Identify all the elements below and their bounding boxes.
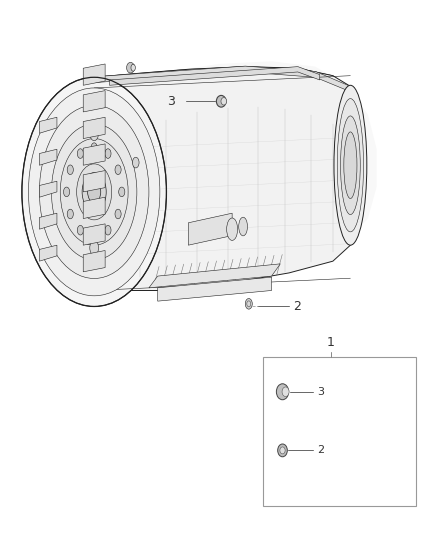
Ellipse shape [91, 143, 97, 152]
Text: 2: 2 [293, 300, 301, 313]
Ellipse shape [227, 218, 237, 240]
Ellipse shape [67, 209, 73, 219]
Polygon shape [39, 245, 57, 261]
Ellipse shape [280, 447, 285, 454]
Ellipse shape [77, 164, 112, 220]
Ellipse shape [67, 165, 73, 175]
Polygon shape [22, 61, 377, 290]
Polygon shape [83, 91, 105, 112]
Ellipse shape [337, 99, 364, 232]
Ellipse shape [282, 387, 289, 397]
Polygon shape [83, 197, 105, 219]
Polygon shape [110, 67, 320, 85]
Ellipse shape [127, 62, 134, 73]
Polygon shape [39, 181, 57, 197]
Ellipse shape [276, 384, 289, 400]
Ellipse shape [90, 126, 99, 141]
Ellipse shape [105, 225, 111, 235]
Text: 2: 2 [318, 446, 325, 455]
Ellipse shape [132, 157, 139, 168]
Polygon shape [39, 213, 57, 229]
Ellipse shape [91, 231, 97, 241]
Text: 1: 1 [327, 336, 335, 349]
Polygon shape [39, 149, 57, 165]
Ellipse shape [105, 149, 111, 158]
Bar [263, 357, 416, 506]
Polygon shape [83, 117, 105, 139]
Ellipse shape [247, 301, 251, 307]
Polygon shape [149, 264, 280, 288]
Ellipse shape [278, 444, 287, 457]
Text: 3: 3 [318, 387, 325, 397]
Polygon shape [158, 277, 272, 301]
Polygon shape [94, 67, 350, 99]
Ellipse shape [344, 132, 357, 199]
Polygon shape [83, 251, 105, 272]
Ellipse shape [82, 173, 106, 211]
Ellipse shape [88, 181, 101, 203]
Polygon shape [83, 144, 105, 165]
Polygon shape [188, 213, 232, 245]
Ellipse shape [245, 298, 252, 309]
Polygon shape [94, 66, 350, 92]
Text: 3: 3 [167, 95, 175, 108]
Polygon shape [83, 64, 105, 85]
Ellipse shape [216, 95, 226, 107]
Ellipse shape [39, 106, 149, 278]
Ellipse shape [64, 187, 70, 197]
Ellipse shape [115, 165, 121, 175]
Ellipse shape [77, 225, 83, 235]
Ellipse shape [22, 77, 166, 306]
Ellipse shape [131, 64, 135, 71]
Ellipse shape [221, 98, 227, 105]
Ellipse shape [52, 124, 137, 260]
Ellipse shape [115, 209, 121, 219]
Ellipse shape [334, 85, 367, 245]
Ellipse shape [77, 149, 83, 158]
Ellipse shape [28, 88, 160, 296]
Polygon shape [94, 67, 350, 290]
Polygon shape [83, 224, 105, 245]
Ellipse shape [341, 116, 360, 215]
Ellipse shape [60, 139, 128, 245]
Ellipse shape [239, 217, 247, 236]
Polygon shape [39, 117, 57, 133]
Ellipse shape [90, 240, 99, 255]
Polygon shape [83, 171, 105, 192]
Ellipse shape [119, 187, 125, 197]
